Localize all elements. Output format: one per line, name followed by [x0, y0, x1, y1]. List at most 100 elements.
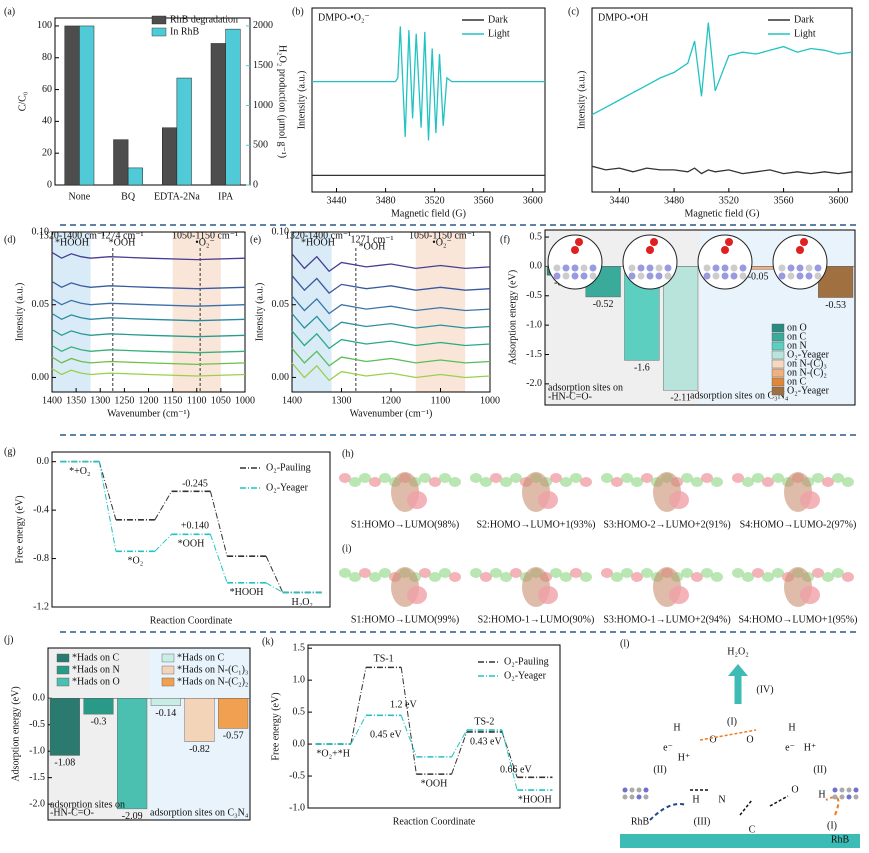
atom [721, 246, 729, 254]
connector [400, 667, 417, 775]
diagram-text: H₂O₂ [727, 646, 748, 657]
annotation: 1050-1150 cm⁻¹ [409, 230, 475, 241]
annotation: 0.45 eV [370, 729, 402, 740]
y-tick-label: -1.0 [289, 802, 305, 813]
bar [113, 139, 129, 186]
orbital-lobe [500, 572, 512, 582]
orbital-lobe [732, 473, 744, 483]
orbital-lobe [601, 568, 613, 578]
orbital-lobe [570, 568, 582, 578]
legend-label: *Hads on N-(C₁)₃ [177, 664, 248, 675]
image-caption: S3:HOMO-2→LUMO+2(91%) [603, 519, 730, 530]
atom [553, 264, 561, 272]
diagram-text: (II) [653, 764, 666, 775]
legend-label: *Hads on O [72, 676, 120, 687]
y-tick-label: 0.05 [272, 299, 290, 310]
atom [575, 238, 583, 246]
legend-label: *Hads on C [72, 652, 120, 663]
atom [725, 238, 733, 246]
image-caption: S4:HOMO→LUMO+1(95%) [739, 614, 858, 625]
data-label: -0.52 [593, 299, 614, 310]
x-tick-label: 3480 [664, 195, 684, 206]
legend-label: O₂-Pauling [504, 656, 549, 667]
x-tick-label: 1100 [187, 395, 207, 406]
orbital-lobe [490, 568, 502, 578]
connector [501, 729, 518, 791]
rhb-atom [832, 794, 838, 800]
atom [553, 272, 561, 280]
bar [83, 698, 114, 715]
legend-swatch [161, 665, 175, 675]
diagram-text: RhB [831, 834, 850, 845]
legend-label: Dark [488, 14, 508, 25]
inset-circle [622, 234, 678, 290]
atom [814, 264, 822, 272]
x-axis-label: Magnetic field (G) [685, 208, 760, 219]
orbital-lobe [407, 491, 427, 509]
orbital-lobe [641, 568, 653, 578]
annotation: +0.140 [181, 520, 209, 531]
atom [571, 272, 579, 280]
orbital-lobe [641, 473, 653, 483]
step-label: TS-1 [374, 654, 394, 665]
orbital-lobe [570, 473, 582, 483]
x-axis-label: Wavenumber (cm⁻¹) [350, 408, 433, 419]
orbital-lobe [510, 568, 522, 578]
series-line [291, 313, 491, 332]
annotation: -HN-C=O- [548, 391, 592, 402]
data-label: -0.3 [91, 716, 107, 727]
orbital-lobe [439, 473, 451, 483]
bar [176, 77, 192, 186]
annotation: adsorption sites on [548, 382, 623, 393]
orbital-lobe [369, 477, 381, 487]
atom [664, 272, 672, 280]
bar [150, 698, 181, 706]
panel-label: (a) [4, 6, 15, 17]
panel-label: (k) [262, 636, 274, 647]
orbital-lobe [490, 473, 502, 483]
data-label: -0.57 [223, 731, 244, 742]
legend-label: on N [787, 340, 807, 351]
atom [571, 246, 579, 254]
image-caption: S2:HOMO→LUMO+1(93%) [477, 519, 596, 530]
orbital-lobe [832, 568, 844, 578]
diagram-text: e⁻ [663, 742, 673, 753]
legend-swatch [771, 341, 785, 351]
diagram-text: H [692, 794, 699, 805]
bond [699, 729, 757, 741]
atom [796, 246, 804, 254]
y-axis-label: Adsorption energy (eV) [10, 686, 21, 781]
y-tick-label: -2.0 [526, 378, 542, 389]
atom [721, 272, 729, 280]
y-tick-label: 100 [37, 20, 52, 31]
orbital-lobe [470, 568, 482, 578]
orbital-lobe [439, 568, 451, 578]
x-tick-label: 3440 [327, 195, 347, 206]
orbital-lobe [669, 586, 689, 604]
orbital-lobe [772, 568, 784, 578]
orbital-lobe [550, 473, 562, 483]
rhb-atom [622, 794, 628, 800]
diagram-text: H [788, 722, 795, 733]
annotation: 1274 cm⁻¹ [101, 230, 144, 241]
atom [637, 272, 645, 280]
legend-label: *Hads on C [177, 652, 225, 663]
bond [739, 799, 753, 816]
x-tick-label: 1300 [90, 395, 110, 406]
x-tick-label: IPA [218, 191, 234, 202]
orbital-lobe [752, 568, 764, 578]
step-label: *HOOH [518, 794, 552, 805]
orbital-lobe [832, 473, 844, 483]
orbital-lobe [538, 586, 558, 604]
x-axis-label: Wavenumber (cm⁻¹) [107, 408, 190, 419]
orbital-lobe [419, 568, 431, 578]
data-label: -2.09 [122, 811, 143, 822]
y-axis-label: Intensity (a.u.) [254, 283, 265, 342]
bar [210, 43, 226, 186]
rhb-atom [832, 787, 838, 793]
series-line [591, 165, 853, 175]
orbital-lobe [842, 572, 854, 582]
series-line [51, 344, 246, 354]
orbital-lobe [601, 473, 613, 483]
x-tick-label: 3560 [774, 195, 794, 206]
